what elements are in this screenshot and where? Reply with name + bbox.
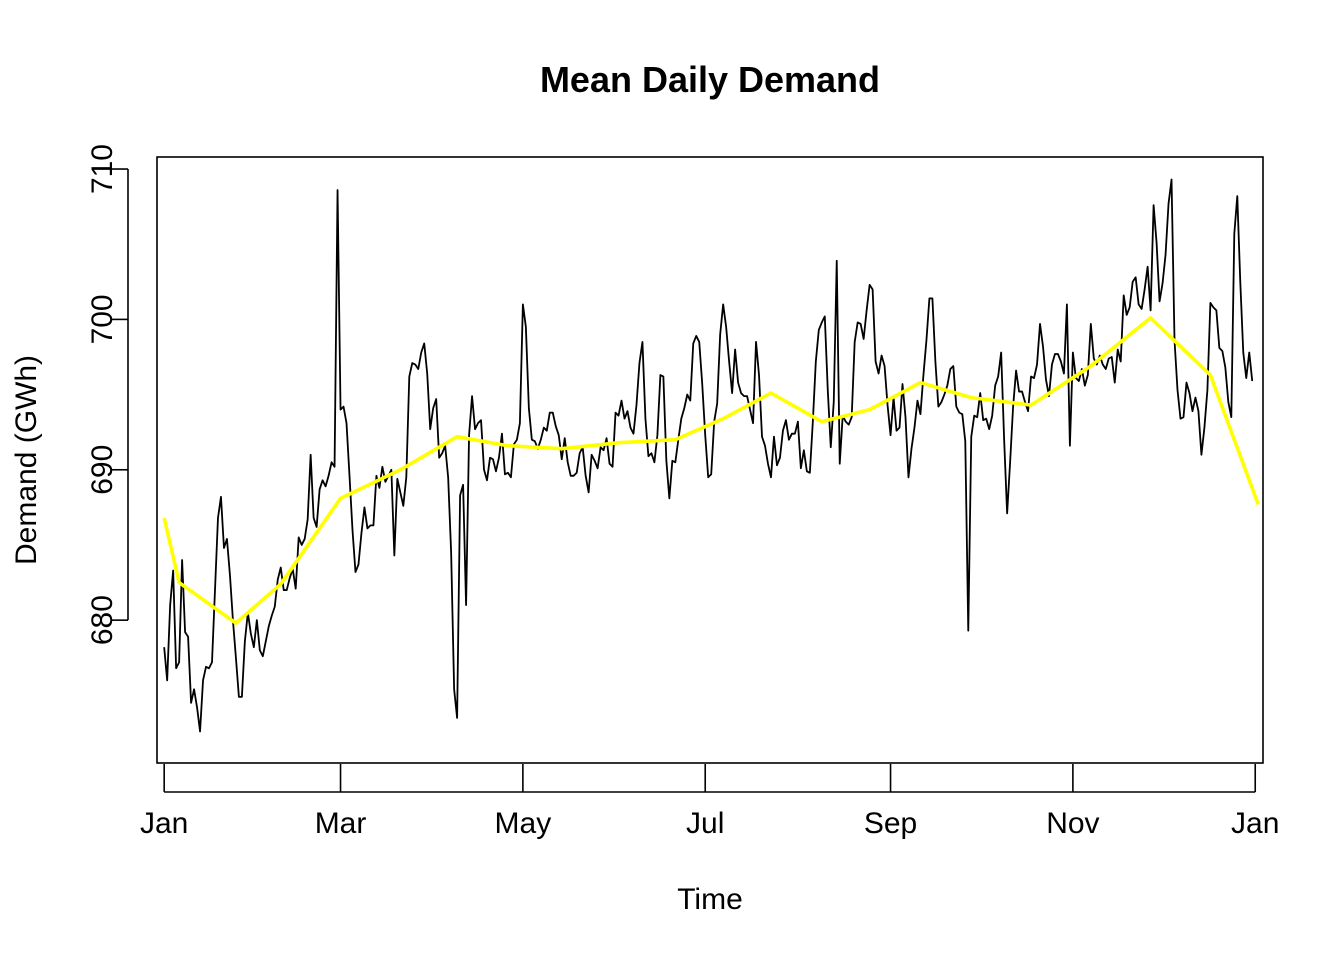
plot-area-border (156, 156, 1264, 764)
chart-title: Mean Daily Demand (540, 59, 880, 100)
x-tick-label: Nov (1046, 807, 1099, 840)
x-tick-label: Jan (1231, 807, 1279, 840)
x-tick-label: Jul (686, 807, 724, 840)
x-axis: Jan Mar May Jul Sep Nov Jan (140, 764, 1279, 840)
y-axis: 680 690 700 710 (86, 144, 129, 645)
y-tick-label: 690 (86, 445, 119, 495)
y-tick-label: 700 (86, 294, 119, 344)
x-tick-label: Sep (864, 807, 917, 840)
y-tick-label: 680 (86, 595, 119, 645)
x-tick-label: Jan (140, 807, 188, 840)
x-tick-label: Mar (315, 807, 367, 840)
x-tick-label: May (495, 807, 552, 840)
y-axis-label: Demand (GWh) (10, 355, 43, 565)
series-layer (162, 178, 1260, 733)
y-tick-label: 710 (86, 144, 119, 194)
x-axis-label: Time (677, 883, 743, 916)
daily-demand-line (163, 178, 1254, 733)
trend-line (162, 316, 1260, 625)
